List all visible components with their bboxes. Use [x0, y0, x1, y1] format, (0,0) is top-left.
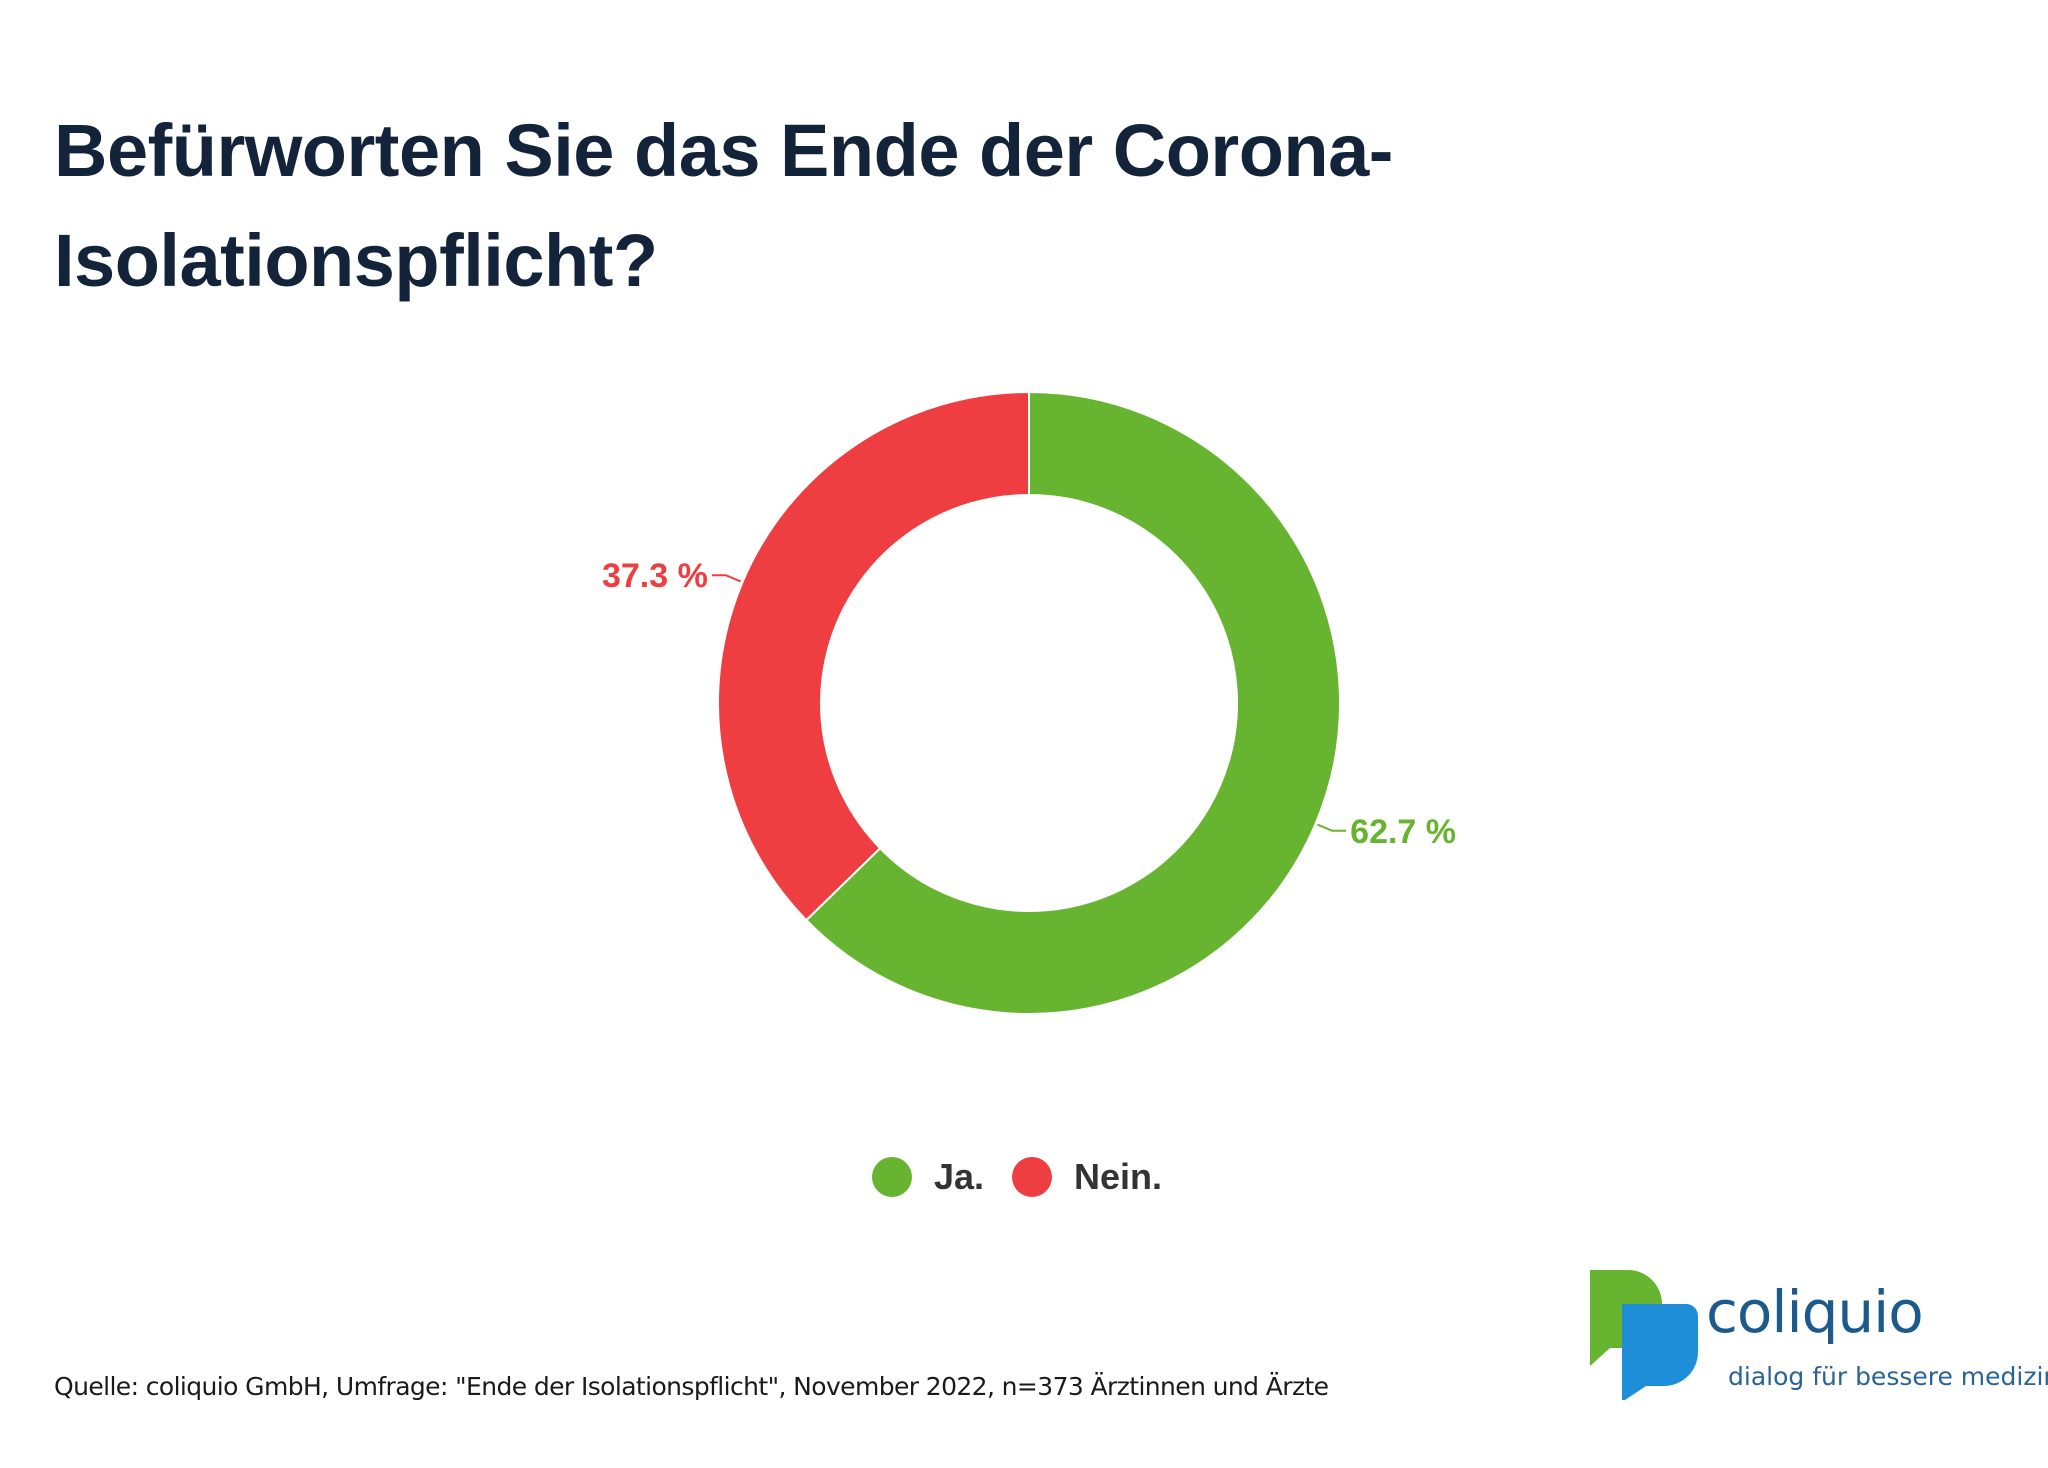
chart-legend: Ja. Nein.	[0, 1155, 2048, 1199]
donut-slice-nein[interactable]	[717, 390, 1030, 922]
chart-title: Befürworten Sie das Ende der Corona- Iso…	[54, 96, 1554, 316]
legend-label-ja: Ja.	[934, 1156, 985, 1197]
logo-tagline: dialog für bessere medizin	[1728, 1362, 2048, 1391]
coliquio-logo[interactable]: coliquio dialog für bessere medizin	[1588, 1270, 2048, 1402]
legend-item-ja[interactable]: Ja.	[872, 1155, 984, 1199]
legend-swatch-nein	[1012, 1157, 1052, 1197]
data-label-ja: 62.7 %	[1350, 813, 1456, 851]
donut-slice-ja[interactable]	[804, 390, 1341, 1015]
legend-item-nein[interactable]: Nein.	[1012, 1155, 1162, 1199]
logo-speech-bubbles-icon	[1590, 1270, 1698, 1402]
leader-line-nein	[711, 574, 741, 583]
source-note: Quelle: coliquio GmbH, Umfrage: "Ende de…	[54, 1372, 1329, 1401]
logo-blue-bubble-icon	[1622, 1304, 1698, 1402]
leader-line-ja	[1317, 823, 1347, 832]
chart-title-line-2: Isolationspflicht?	[54, 219, 658, 302]
logo-wordmark: coliquio	[1706, 1278, 1924, 1346]
chart-title-line-1: Befürworten Sie das Ende der Corona-	[54, 109, 1393, 192]
data-label-nein: 37.3 %	[602, 557, 708, 595]
legend-swatch-ja	[872, 1157, 912, 1197]
legend-label-nein: Nein.	[1074, 1156, 1163, 1197]
